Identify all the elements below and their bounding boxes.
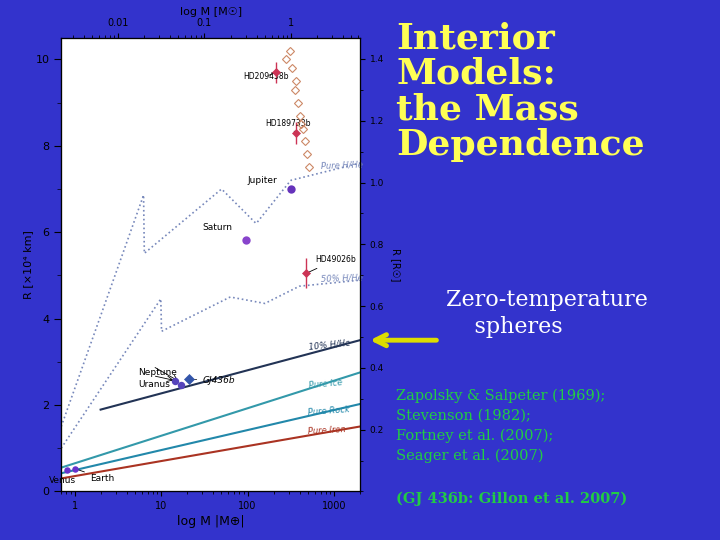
Text: Neptune: Neptune: [139, 368, 177, 377]
Text: Interior
Models:
the Mass
Dependence: Interior Models: the Mass Dependence: [396, 22, 644, 161]
Text: Saturn: Saturn: [202, 223, 233, 232]
Text: HD209458b: HD209458b: [243, 72, 289, 81]
Text: Zero-temperature
    spheres: Zero-temperature spheres: [446, 289, 648, 338]
Text: (GJ 436b: Gillon et al. 2007): (GJ 436b: Gillon et al. 2007): [396, 491, 627, 506]
Text: Venus: Venus: [48, 470, 76, 485]
Y-axis label: R [×10⁴ km]: R [×10⁴ km]: [22, 230, 32, 299]
Text: Zapolsky & Salpeter (1969);
Stevenson (1982);
Fortney et al. (2007);
Seager et a: Zapolsky & Salpeter (1969); Stevenson (1…: [396, 389, 606, 463]
Text: Uranus: Uranus: [139, 380, 171, 389]
Text: Jupiter: Jupiter: [248, 176, 277, 185]
Text: Pure Ice: Pure Ice: [308, 378, 342, 390]
Text: Pure Iron: Pure Iron: [308, 426, 346, 436]
Text: 10% H/He: 10% H/He: [308, 339, 351, 352]
X-axis label: log M [M☉]: log M [M☉]: [179, 8, 242, 17]
Text: Earth: Earth: [77, 469, 114, 483]
Text: GJ436b: GJ436b: [192, 376, 235, 386]
Text: Pure H/He: Pure H/He: [320, 160, 363, 171]
Text: 50% H/He: 50% H/He: [320, 273, 363, 284]
Text: HD49026b: HD49026b: [309, 255, 356, 272]
Text: HD189733b: HD189733b: [265, 119, 310, 133]
Y-axis label: R [R☉]: R [R☉]: [391, 248, 401, 281]
X-axis label: log M |M⊕|: log M |M⊕|: [177, 515, 244, 528]
Text: Pure Rock: Pure Rock: [308, 405, 351, 417]
